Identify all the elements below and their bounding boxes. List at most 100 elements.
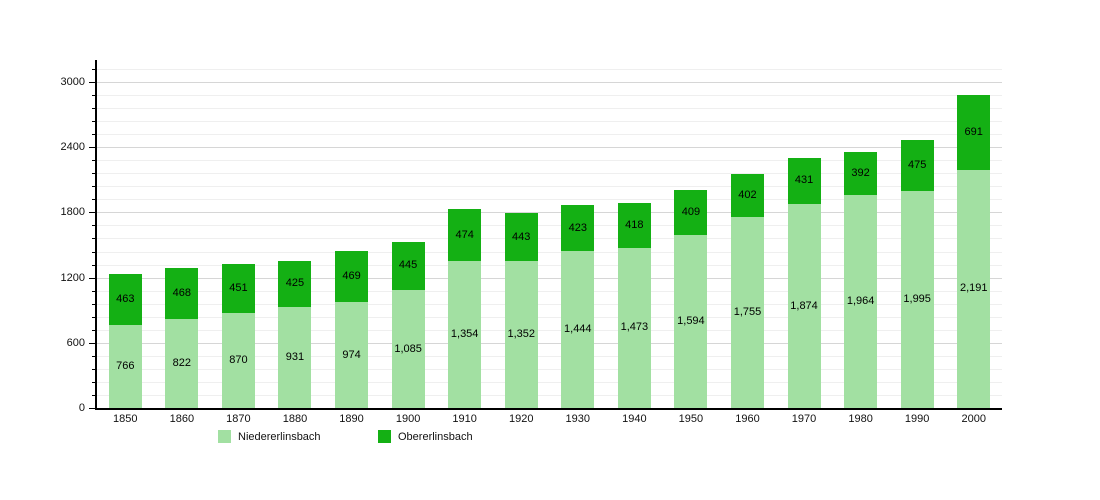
bar-1930: 423 1,444 xyxy=(550,60,607,408)
bar-value-label: 468 xyxy=(172,286,192,299)
x-tick-label: 1920 xyxy=(508,413,534,425)
y-axis-tick xyxy=(92,108,95,110)
bar-value-label: 1,755 xyxy=(733,306,762,319)
bar-segment-niedererlinsbach: 1,964 xyxy=(844,194,878,408)
bar-segment-obererlinsbach: 418 xyxy=(617,202,651,248)
x-tick-label: 1950 xyxy=(678,413,704,425)
bar-value-label: 475 xyxy=(907,158,927,171)
bar-value-label: 1,473 xyxy=(620,321,649,334)
bar-segment-niedererlinsbach: 1,995 xyxy=(900,191,934,408)
bar-1880: 425 931 xyxy=(267,60,324,408)
gridline-major xyxy=(97,212,1002,214)
x-tick-label: 1960 xyxy=(735,413,760,425)
bar-value-label: 2,191 xyxy=(959,282,988,295)
bar-segment-niedererlinsbach: 1,874 xyxy=(787,204,821,408)
bar-1860: 468 822 xyxy=(154,60,211,408)
y-tick-label: 0 xyxy=(78,402,85,414)
bar-segment-niedererlinsbach: 766 xyxy=(108,324,142,408)
y-axis-tick xyxy=(92,68,95,70)
bar-value-label: 423 xyxy=(568,221,587,234)
bar-segment-niedererlinsbach: 1,444 xyxy=(561,251,595,408)
x-tick-label: 1900 xyxy=(395,413,421,425)
bar-segment-obererlinsbach: 443 xyxy=(504,212,538,262)
x-tick-label: 1980 xyxy=(848,413,873,425)
gridline-major xyxy=(97,342,1002,344)
y-axis-tick xyxy=(92,121,95,123)
bar-1940: 418 1,473 xyxy=(606,60,663,408)
bar-segment-obererlinsbach: 468 xyxy=(165,267,199,319)
bar-segment-niedererlinsbach: 870 xyxy=(221,313,255,408)
bar-value-label: 1,352 xyxy=(507,328,535,341)
y-axis-tick xyxy=(92,303,95,305)
gridline-minor xyxy=(97,290,1002,292)
bar-segment-obererlinsbach: 463 xyxy=(108,274,142,325)
legend-swatch xyxy=(378,430,391,443)
gridline-minor xyxy=(97,368,1002,370)
bar-value-label: 974 xyxy=(342,348,361,361)
bar-value-label: 463 xyxy=(116,293,135,306)
bar-1920: 443 1,352 xyxy=(493,60,550,408)
bar-value-label: 1,594 xyxy=(677,314,705,327)
x-tick-label: 1870 xyxy=(226,413,251,425)
y-axis-tick xyxy=(89,342,95,344)
y-axis-tick xyxy=(92,251,95,253)
y-axis-tick xyxy=(89,277,95,279)
bar-segment-obererlinsbach: 392 xyxy=(844,152,878,195)
y-axis-tick xyxy=(92,316,95,318)
bar-value-label: 1,085 xyxy=(394,342,422,355)
x-tick-label: 1930 xyxy=(565,413,591,425)
gridline-minor xyxy=(97,329,1002,331)
bar-segment-obererlinsbach: 402 xyxy=(730,173,764,218)
gridline-minor xyxy=(97,199,1002,201)
bar-1890: 469 974 xyxy=(323,60,380,408)
x-tick-label: 1860 xyxy=(169,413,195,425)
bar-1850: 463 766 xyxy=(97,60,154,408)
gridline-minor xyxy=(97,251,1002,253)
y-axis-tick xyxy=(92,394,95,396)
bar-value-label: 822 xyxy=(172,356,192,369)
y-axis-line xyxy=(95,60,97,410)
gridline-minor xyxy=(97,394,1002,396)
bar-value-label: 1,964 xyxy=(846,294,875,307)
bar-value-label: 1,444 xyxy=(564,323,592,336)
bar-segment-obererlinsbach: 425 xyxy=(278,260,312,307)
gridline-major xyxy=(97,277,1002,279)
y-axis-tick xyxy=(92,381,95,383)
bar-segment-obererlinsbach: 431 xyxy=(787,157,821,205)
x-tick-label: 1910 xyxy=(452,413,477,425)
y-axis-tick xyxy=(92,95,95,97)
y-tick-label: 600 xyxy=(66,336,85,349)
bar-1900: 445 1,085 xyxy=(380,60,437,408)
bar-segment-obererlinsbach: 451 xyxy=(221,264,255,314)
legend-label: Obererlinsbach xyxy=(398,430,473,443)
legend-swatch xyxy=(218,430,231,443)
x-tick-label: 1850 xyxy=(113,413,138,425)
y-axis-tick xyxy=(92,186,95,188)
bar-value-label: 1,874 xyxy=(790,299,818,312)
bar-value-label: 1,354 xyxy=(450,327,479,340)
bar-segment-niedererlinsbach: 1,352 xyxy=(504,261,538,408)
bar-segment-niedererlinsbach: 1,755 xyxy=(730,217,764,408)
gridline-major xyxy=(97,82,1002,83)
bar-segment-niedererlinsbach: 1,473 xyxy=(617,247,651,408)
bar-value-label: 766 xyxy=(116,359,135,372)
bar-1960: 402 1,755 xyxy=(719,60,776,408)
bar-value-label: 443 xyxy=(512,230,531,243)
chart-legend: Niedererlinsbach Obererlinsbach xyxy=(0,430,1100,450)
y-axis-tick xyxy=(92,199,95,201)
bar-segment-obererlinsbach: 691 xyxy=(957,94,991,170)
bar-value-label: 691 xyxy=(964,125,983,138)
legend-label: Niedererlinsbach xyxy=(238,430,321,443)
y-tick-label: 1200 xyxy=(60,271,85,284)
bar-1980: 392 1,964 xyxy=(832,60,889,408)
gridline-major xyxy=(97,147,1002,149)
bar-value-label: 425 xyxy=(285,277,305,290)
y-axis-tick xyxy=(89,147,95,149)
bar-segment-obererlinsbach: 475 xyxy=(900,139,934,192)
gridline-minor xyxy=(97,238,1002,240)
x-tick-label: 1940 xyxy=(622,413,647,425)
y-axis-tick xyxy=(89,82,95,83)
y-axis-tick xyxy=(92,225,95,227)
gridline-minor xyxy=(97,264,1002,266)
y-axis-tick xyxy=(92,134,95,136)
